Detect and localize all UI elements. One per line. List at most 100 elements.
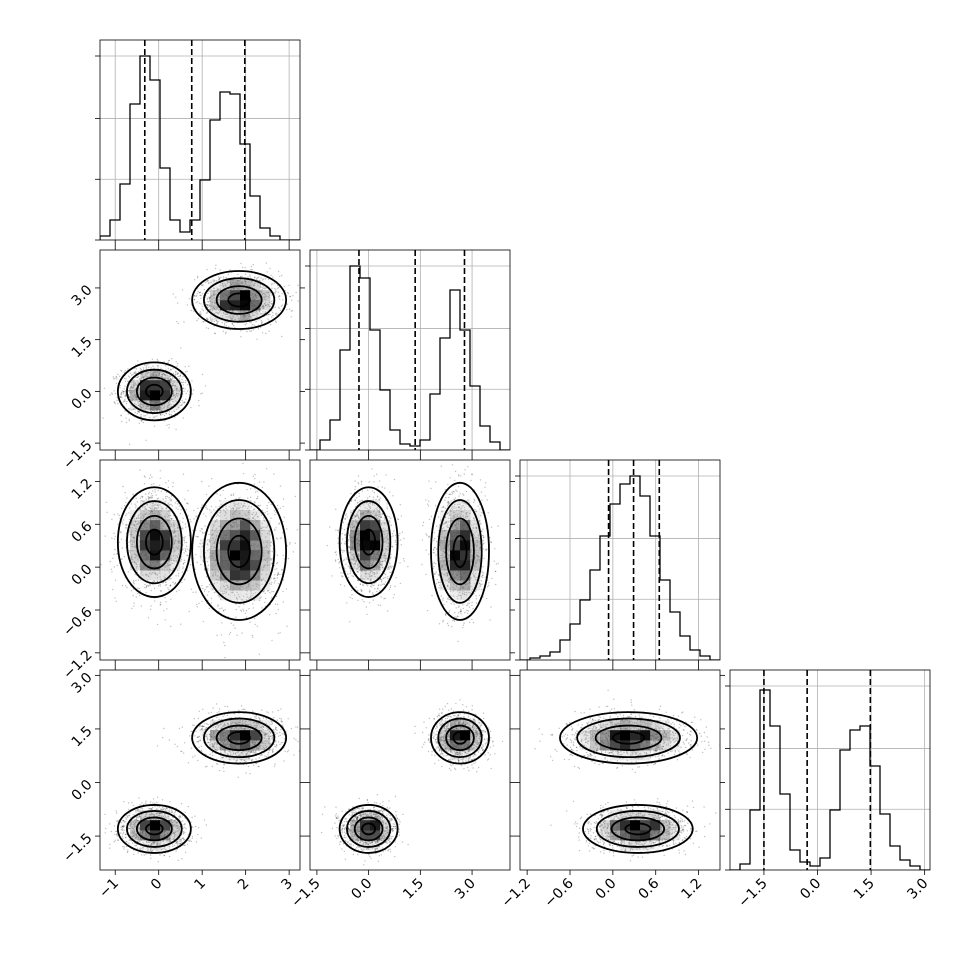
sample-point xyxy=(170,379,172,381)
sample-point xyxy=(175,388,178,390)
sample-point xyxy=(125,421,128,423)
sample-point xyxy=(271,590,273,593)
sample-point xyxy=(251,325,253,327)
sample-point xyxy=(156,623,159,626)
sample-point xyxy=(275,312,277,314)
sample-point xyxy=(216,323,218,325)
sample-point xyxy=(217,288,219,291)
sample-point xyxy=(128,512,130,514)
sample-point xyxy=(153,580,155,582)
sample-point xyxy=(270,545,272,547)
density-cell xyxy=(160,380,171,391)
sample-point xyxy=(252,314,254,316)
sample-point xyxy=(176,388,178,390)
sample-point xyxy=(182,381,184,383)
sample-point xyxy=(212,279,214,281)
sample-point xyxy=(297,284,299,286)
sample-point xyxy=(218,277,221,279)
sample-point xyxy=(175,393,178,395)
sample-point xyxy=(222,593,224,595)
sample-point xyxy=(225,285,227,287)
sample-point xyxy=(275,313,277,315)
sample-point xyxy=(176,386,178,388)
sample-point xyxy=(167,378,169,380)
sample-point xyxy=(176,503,179,505)
sample-point xyxy=(125,585,127,587)
sample-point xyxy=(184,542,186,544)
sample-point xyxy=(126,586,128,589)
sample-point xyxy=(256,314,258,316)
panel-1-0 xyxy=(95,245,305,455)
sample-point xyxy=(168,401,170,404)
sample-point xyxy=(266,468,268,470)
sample-point xyxy=(171,562,173,564)
sample-point xyxy=(197,275,199,278)
sample-point xyxy=(131,381,133,384)
sample-point xyxy=(219,509,221,512)
sample-point xyxy=(203,513,205,515)
sample-point xyxy=(157,573,159,575)
sample-point xyxy=(216,320,218,322)
sample-point xyxy=(171,400,174,403)
sample-point xyxy=(173,550,175,552)
sample-point xyxy=(161,374,163,376)
sample-point xyxy=(286,291,289,294)
sample-point xyxy=(165,584,168,586)
sample-point xyxy=(251,312,254,314)
sample-point xyxy=(193,310,195,312)
sample-point xyxy=(138,378,141,381)
sample-point xyxy=(136,528,138,530)
sample-point xyxy=(176,365,178,367)
sample-point xyxy=(261,607,263,609)
sample-point xyxy=(266,526,268,528)
sample-point xyxy=(172,555,174,557)
sample-point xyxy=(142,377,145,379)
sample-point xyxy=(146,376,149,378)
sample-point xyxy=(133,524,136,526)
sample-point xyxy=(167,403,169,405)
sample-point xyxy=(167,401,170,403)
sample-point xyxy=(123,388,125,390)
sample-point xyxy=(170,564,172,566)
sample-point xyxy=(261,279,264,281)
sample-point xyxy=(267,303,270,306)
sample-point xyxy=(222,312,224,314)
sample-point xyxy=(261,526,264,528)
sample-point xyxy=(174,528,176,530)
sample-point xyxy=(170,398,173,400)
sample-point xyxy=(214,267,217,270)
sample-point xyxy=(229,269,231,271)
sample-point xyxy=(116,396,118,399)
sample-point xyxy=(261,583,263,585)
sample-point xyxy=(217,313,219,315)
sample-point xyxy=(173,410,175,412)
sample-point xyxy=(217,288,220,290)
sample-point xyxy=(175,507,177,509)
sample-point xyxy=(177,553,180,555)
sample-point xyxy=(168,497,170,499)
sample-point xyxy=(123,555,126,558)
sample-point xyxy=(210,281,212,284)
sample-point xyxy=(190,309,192,312)
sample-point xyxy=(206,318,208,320)
sample-point xyxy=(181,559,183,561)
sample-point xyxy=(177,375,179,378)
sample-point xyxy=(256,316,258,318)
sample-point xyxy=(202,532,204,535)
sample-point xyxy=(173,583,175,585)
sample-point xyxy=(155,494,157,496)
sample-point xyxy=(174,523,176,525)
sample-point xyxy=(151,496,153,499)
sample-point xyxy=(168,359,170,362)
sample-point xyxy=(264,311,266,313)
sample-point xyxy=(165,497,167,500)
sample-point xyxy=(252,283,254,285)
sample-point xyxy=(172,559,175,562)
sample-point xyxy=(170,369,172,371)
sample-point xyxy=(141,373,143,375)
sample-point xyxy=(174,582,177,584)
density-cell xyxy=(140,400,151,411)
sample-point xyxy=(196,319,198,322)
sample-point xyxy=(165,508,167,510)
sample-point xyxy=(216,288,219,290)
